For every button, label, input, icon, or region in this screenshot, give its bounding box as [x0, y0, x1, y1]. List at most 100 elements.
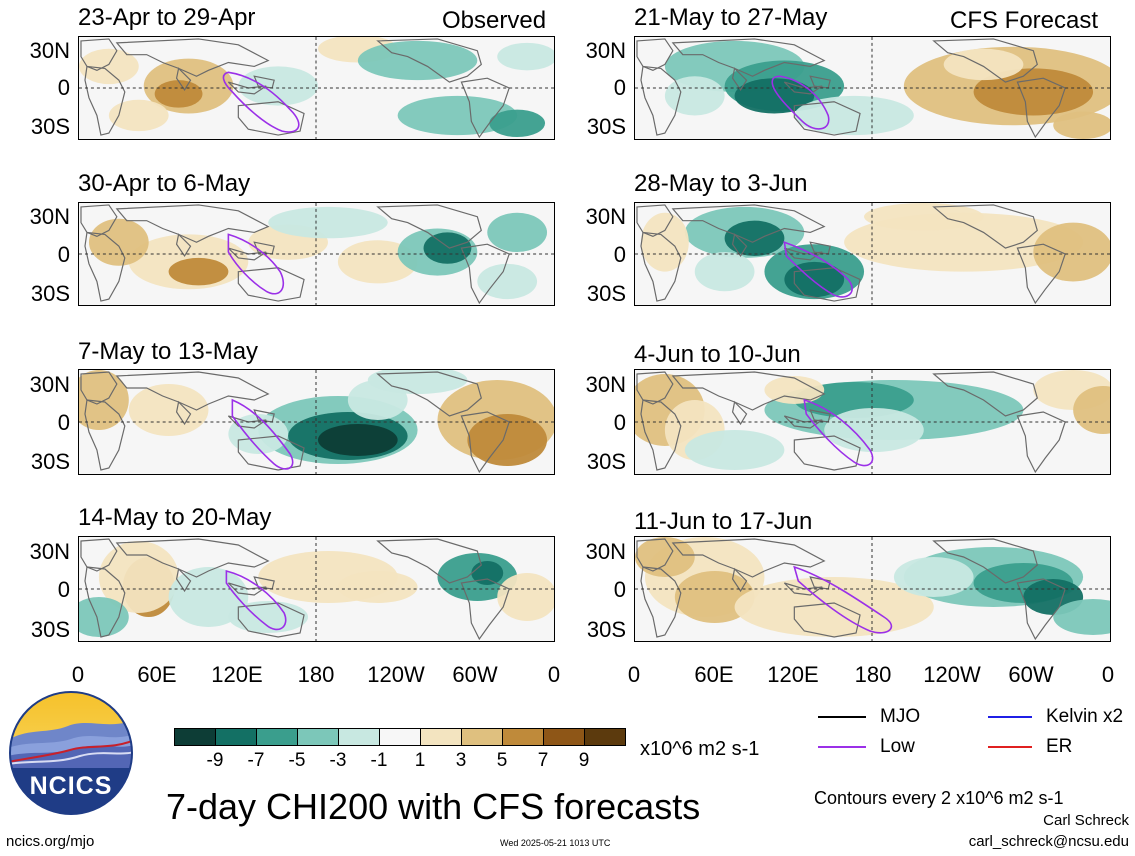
- coastline: [932, 38, 1038, 83]
- legend-line-kelvin: [988, 716, 1032, 718]
- coastline: [793, 101, 861, 136]
- anomaly-shading: [674, 571, 755, 623]
- lat-label-0: 0: [57, 410, 70, 435]
- coastline: [84, 65, 126, 136]
- lat-label-30s: 30S: [586, 281, 626, 306]
- map-panel-fc4: [634, 536, 1111, 642]
- coastline: [175, 567, 192, 593]
- anomaly-shading: [734, 78, 815, 114]
- map-panel-fc1: [634, 36, 1111, 140]
- coastline: [932, 371, 1038, 417]
- coastline: [115, 38, 270, 77]
- coastline: [175, 233, 192, 258]
- anomaly-shading: [1033, 222, 1110, 282]
- anomaly-shading: [168, 567, 249, 627]
- coastline: [636, 538, 674, 572]
- coastline: [84, 399, 126, 471]
- coastline: [640, 566, 682, 638]
- lat-label-30n: 30N: [585, 539, 626, 564]
- lat-label-30s: 30S: [586, 617, 626, 642]
- low-contour: [222, 71, 300, 133]
- anomaly-shading: [489, 109, 546, 138]
- colorbar-units: x10^6 m2 s-1: [640, 738, 760, 760]
- anomaly-shading: [228, 601, 309, 633]
- anomaly-shading: [640, 212, 689, 272]
- ncics-logo-graphic: [9, 691, 133, 815]
- map-graphic: [79, 203, 554, 305]
- lon-label-120w: 120W: [367, 662, 425, 687]
- colorbar-swatch: [338, 728, 380, 746]
- lon-label-120e: 120E: [211, 662, 263, 687]
- lon-label-60e: 60E: [137, 662, 177, 687]
- legend-label-er: ER: [1046, 736, 1073, 757]
- anomaly-shading: [694, 252, 755, 292]
- coastline: [227, 81, 267, 95]
- map-graphic: [635, 370, 1110, 474]
- coastline: [115, 204, 270, 243]
- colorbar-label: 1: [414, 750, 426, 771]
- colorbar-swatch: [256, 728, 298, 746]
- anomaly-shading: [337, 571, 418, 603]
- coastline: [636, 204, 674, 237]
- lon-label-0: 0: [71, 662, 85, 687]
- coastline: [84, 231, 126, 302]
- coastline: [932, 538, 1038, 584]
- anomaly-shading: [497, 573, 554, 621]
- lon-label-60w: 60W: [1008, 662, 1054, 687]
- coastline: [731, 233, 748, 258]
- anomaly-shading: [128, 384, 209, 436]
- colorbar-label: -7: [247, 750, 265, 771]
- anomaly-shading: [467, 414, 548, 466]
- map-panel-fc2: [634, 202, 1111, 306]
- panel-header-observed: Observed: [442, 7, 547, 34]
- coastline: [237, 267, 305, 302]
- coastline: [640, 231, 682, 302]
- panel-header-cfs-forecast: CFS Forecast: [950, 7, 1099, 34]
- lat-label-30s: 30S: [30, 449, 70, 474]
- legend-label-mjo: MJO: [880, 706, 921, 727]
- anomaly-shading: [724, 220, 785, 256]
- coastline: [731, 67, 748, 92]
- coastline: [793, 602, 861, 638]
- lat-label-30n: 30N: [29, 38, 70, 63]
- lon-label-0: 0: [547, 662, 561, 687]
- map-panel-fc3: [634, 369, 1111, 475]
- anomaly-shading: [684, 430, 785, 470]
- low-contour: [771, 75, 830, 130]
- coastline: [175, 400, 192, 426]
- anomaly-shading: [357, 40, 478, 81]
- map-graphic: [79, 370, 554, 474]
- lat-label-30n: 30N: [585, 38, 626, 63]
- panel-title-fc4: 11-Jun to 17-Jun: [634, 508, 813, 535]
- anomaly-shading: [108, 99, 169, 132]
- lon-label-0: 0: [627, 662, 641, 687]
- map-graphic: [635, 537, 1110, 641]
- legend-line-mjo: [818, 716, 866, 718]
- map-graphic: [79, 537, 554, 641]
- coastline: [84, 566, 126, 638]
- anomaly-shading: [168, 257, 229, 286]
- coastline: [640, 65, 682, 136]
- lat-label-30n: 30N: [585, 204, 626, 229]
- colorbar-label: 3: [455, 750, 467, 771]
- coastline: [376, 371, 482, 417]
- coastline: [376, 204, 482, 249]
- coastline: [376, 38, 482, 83]
- coastline: [636, 38, 674, 71]
- lat-label-0: 0: [613, 75, 626, 100]
- anomaly-shading: [1053, 111, 1110, 139]
- lon-label-0: 0: [1101, 662, 1115, 687]
- panel-title-obs3: 7-May to 13-May: [78, 338, 259, 365]
- anomaly-shading: [367, 370, 468, 394]
- anomaly-shading: [228, 414, 289, 454]
- lat-label-30s: 30S: [586, 114, 626, 139]
- map-graphic: [635, 203, 1110, 305]
- colorbar-label: 5: [496, 750, 508, 771]
- map-panel-obs4: [78, 536, 555, 642]
- low-contour: [783, 241, 853, 298]
- lon-label-120e: 120E: [767, 662, 819, 687]
- ncics-logo: NCICS: [8, 690, 134, 816]
- coastline: [671, 538, 826, 578]
- colorbar-label: -5: [288, 750, 306, 771]
- anomaly-shading: [79, 48, 139, 85]
